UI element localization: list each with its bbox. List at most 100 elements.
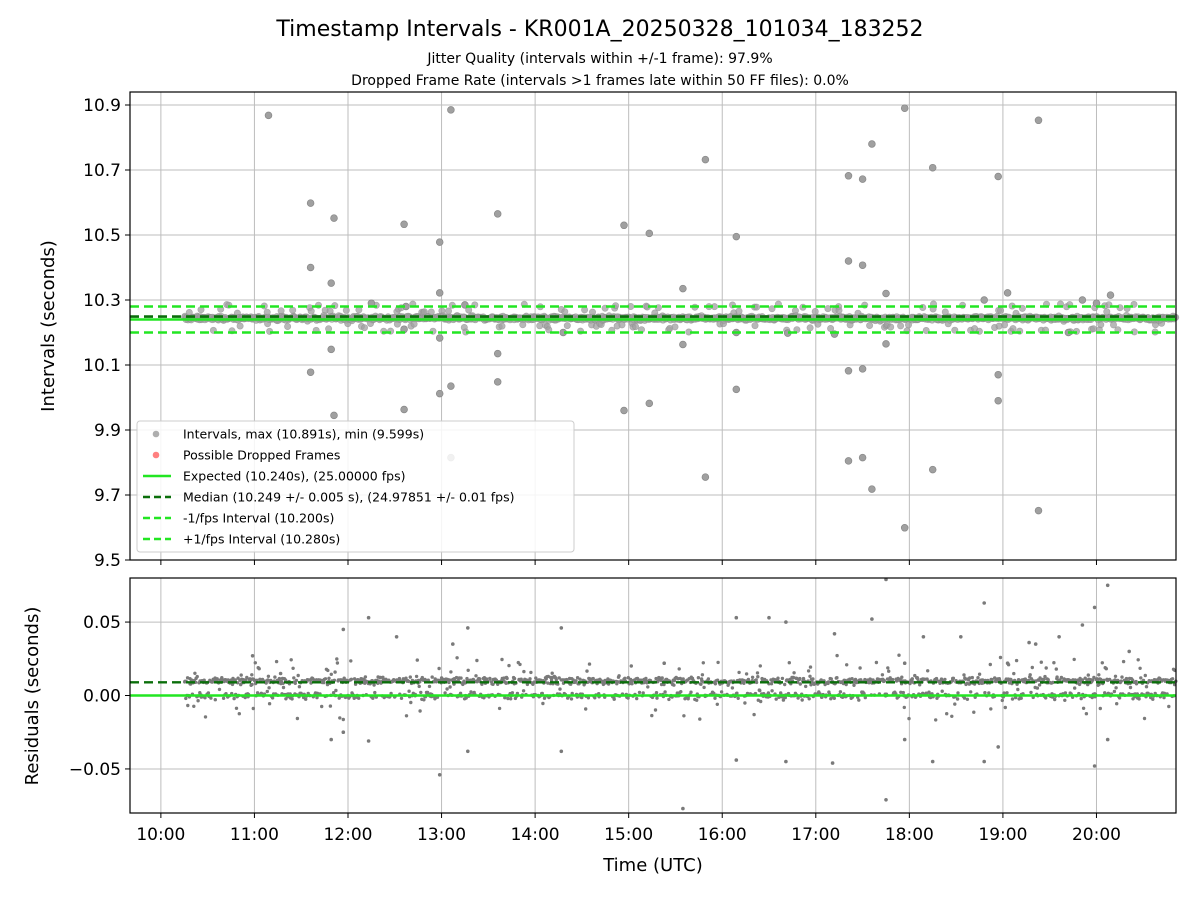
residual-point [1079,696,1083,701]
residual-point [897,653,901,657]
interval-point [897,322,905,330]
interval-point [735,307,743,315]
residual-point [257,667,261,671]
residual-point [1117,696,1122,700]
residual-point [459,676,463,680]
residual-point [309,681,313,685]
residual-point [322,680,326,685]
legend-label: -1/fps Interval (10.200s) [183,511,334,526]
residual-point [1113,678,1117,682]
residual-point [1124,676,1129,681]
residual-point [1151,697,1155,701]
residual-point [1134,682,1139,686]
interval-outlier-point [306,199,315,207]
residual-point [291,666,295,670]
residual-point [506,696,510,701]
residual-point [528,677,532,681]
residual-point [244,678,248,682]
residual-point [378,675,382,680]
residual-point [626,696,630,700]
residual-point [781,698,786,702]
interval-outlier-point [858,365,867,373]
residual-point [955,697,960,701]
residual-point [653,708,658,712]
residual-point [363,675,368,679]
residual-point [331,691,336,695]
interval-outlier-point [447,382,455,390]
interval-outlier-point [994,396,1002,405]
residual-point [192,704,196,708]
residual-point [1014,658,1019,663]
residual-point [950,714,954,718]
residual-point [357,696,361,700]
interval-point [1097,321,1105,329]
residual-outlier-point [559,626,564,630]
residual-point [342,676,346,680]
residual-point [335,661,340,665]
residual-point [850,677,854,681]
intervals-plot-frame [129,91,1177,561]
residual-point [414,674,419,679]
residual-point [404,714,409,718]
residual-outlier-point [921,635,926,639]
residual-point [584,707,588,711]
residual-point [292,676,296,680]
residual-point [926,669,930,673]
residual-point [578,677,582,681]
residual-point [253,661,257,665]
residual-point [329,672,333,676]
residual-point [730,686,735,690]
residual-point [907,716,911,721]
interval-point [284,322,292,330]
residuals-y-ticks: −0.05 0.00 0.05 [69,613,130,780]
residual-outlier-point [902,661,907,665]
interval-point [444,307,452,315]
residual-point [542,696,547,700]
residual-outlier-point [1127,649,1131,654]
x-tick-label: 17:00 [791,825,840,845]
residual-point [295,716,300,721]
residual-outlier-point [394,635,399,639]
residual-point [791,675,796,680]
residual-point [623,676,627,680]
residual-point [478,677,482,681]
interval-point [751,322,759,330]
residual-point [988,662,992,667]
residual-outlier-point [278,671,283,676]
residual-point [1042,677,1046,682]
interval-outlier-point [928,465,937,474]
residual-point [206,691,211,695]
legend-label: Possible Dropped Frames [183,448,340,463]
intervals-y-tick-label: 10.9 [83,96,121,116]
interval-outlier-point [701,473,710,481]
interval-outlier-point [882,289,890,298]
residual-point [639,678,643,682]
chart-title: Timestamp Intervals - KR001A_20250328_10… [275,17,923,42]
residual-point [783,682,787,687]
residual-point [1053,697,1057,702]
interval-outlier-point [330,214,338,222]
residual-point [829,697,833,701]
residual-point [215,677,219,681]
residual-point [698,717,702,721]
residual-point [901,690,905,695]
residual-point [888,676,892,680]
residual-point [874,660,879,665]
residual-point [186,703,190,708]
residual-point [800,698,804,702]
residual-point [962,673,966,677]
interval-point [768,305,776,313]
residual-point [232,696,236,701]
legend-marker [152,430,160,438]
residual-outlier-point [1105,737,1110,742]
residual-point [890,677,895,682]
residual-point [766,691,771,695]
x-tick-label: 19:00 [978,825,1027,845]
residual-point [715,678,720,682]
residual-point [341,717,345,722]
x-tick-label: 11:00 [230,825,279,845]
residual-point [951,676,956,680]
interval-point [342,306,350,314]
residual-point [700,673,705,677]
residual-point [899,690,903,694]
